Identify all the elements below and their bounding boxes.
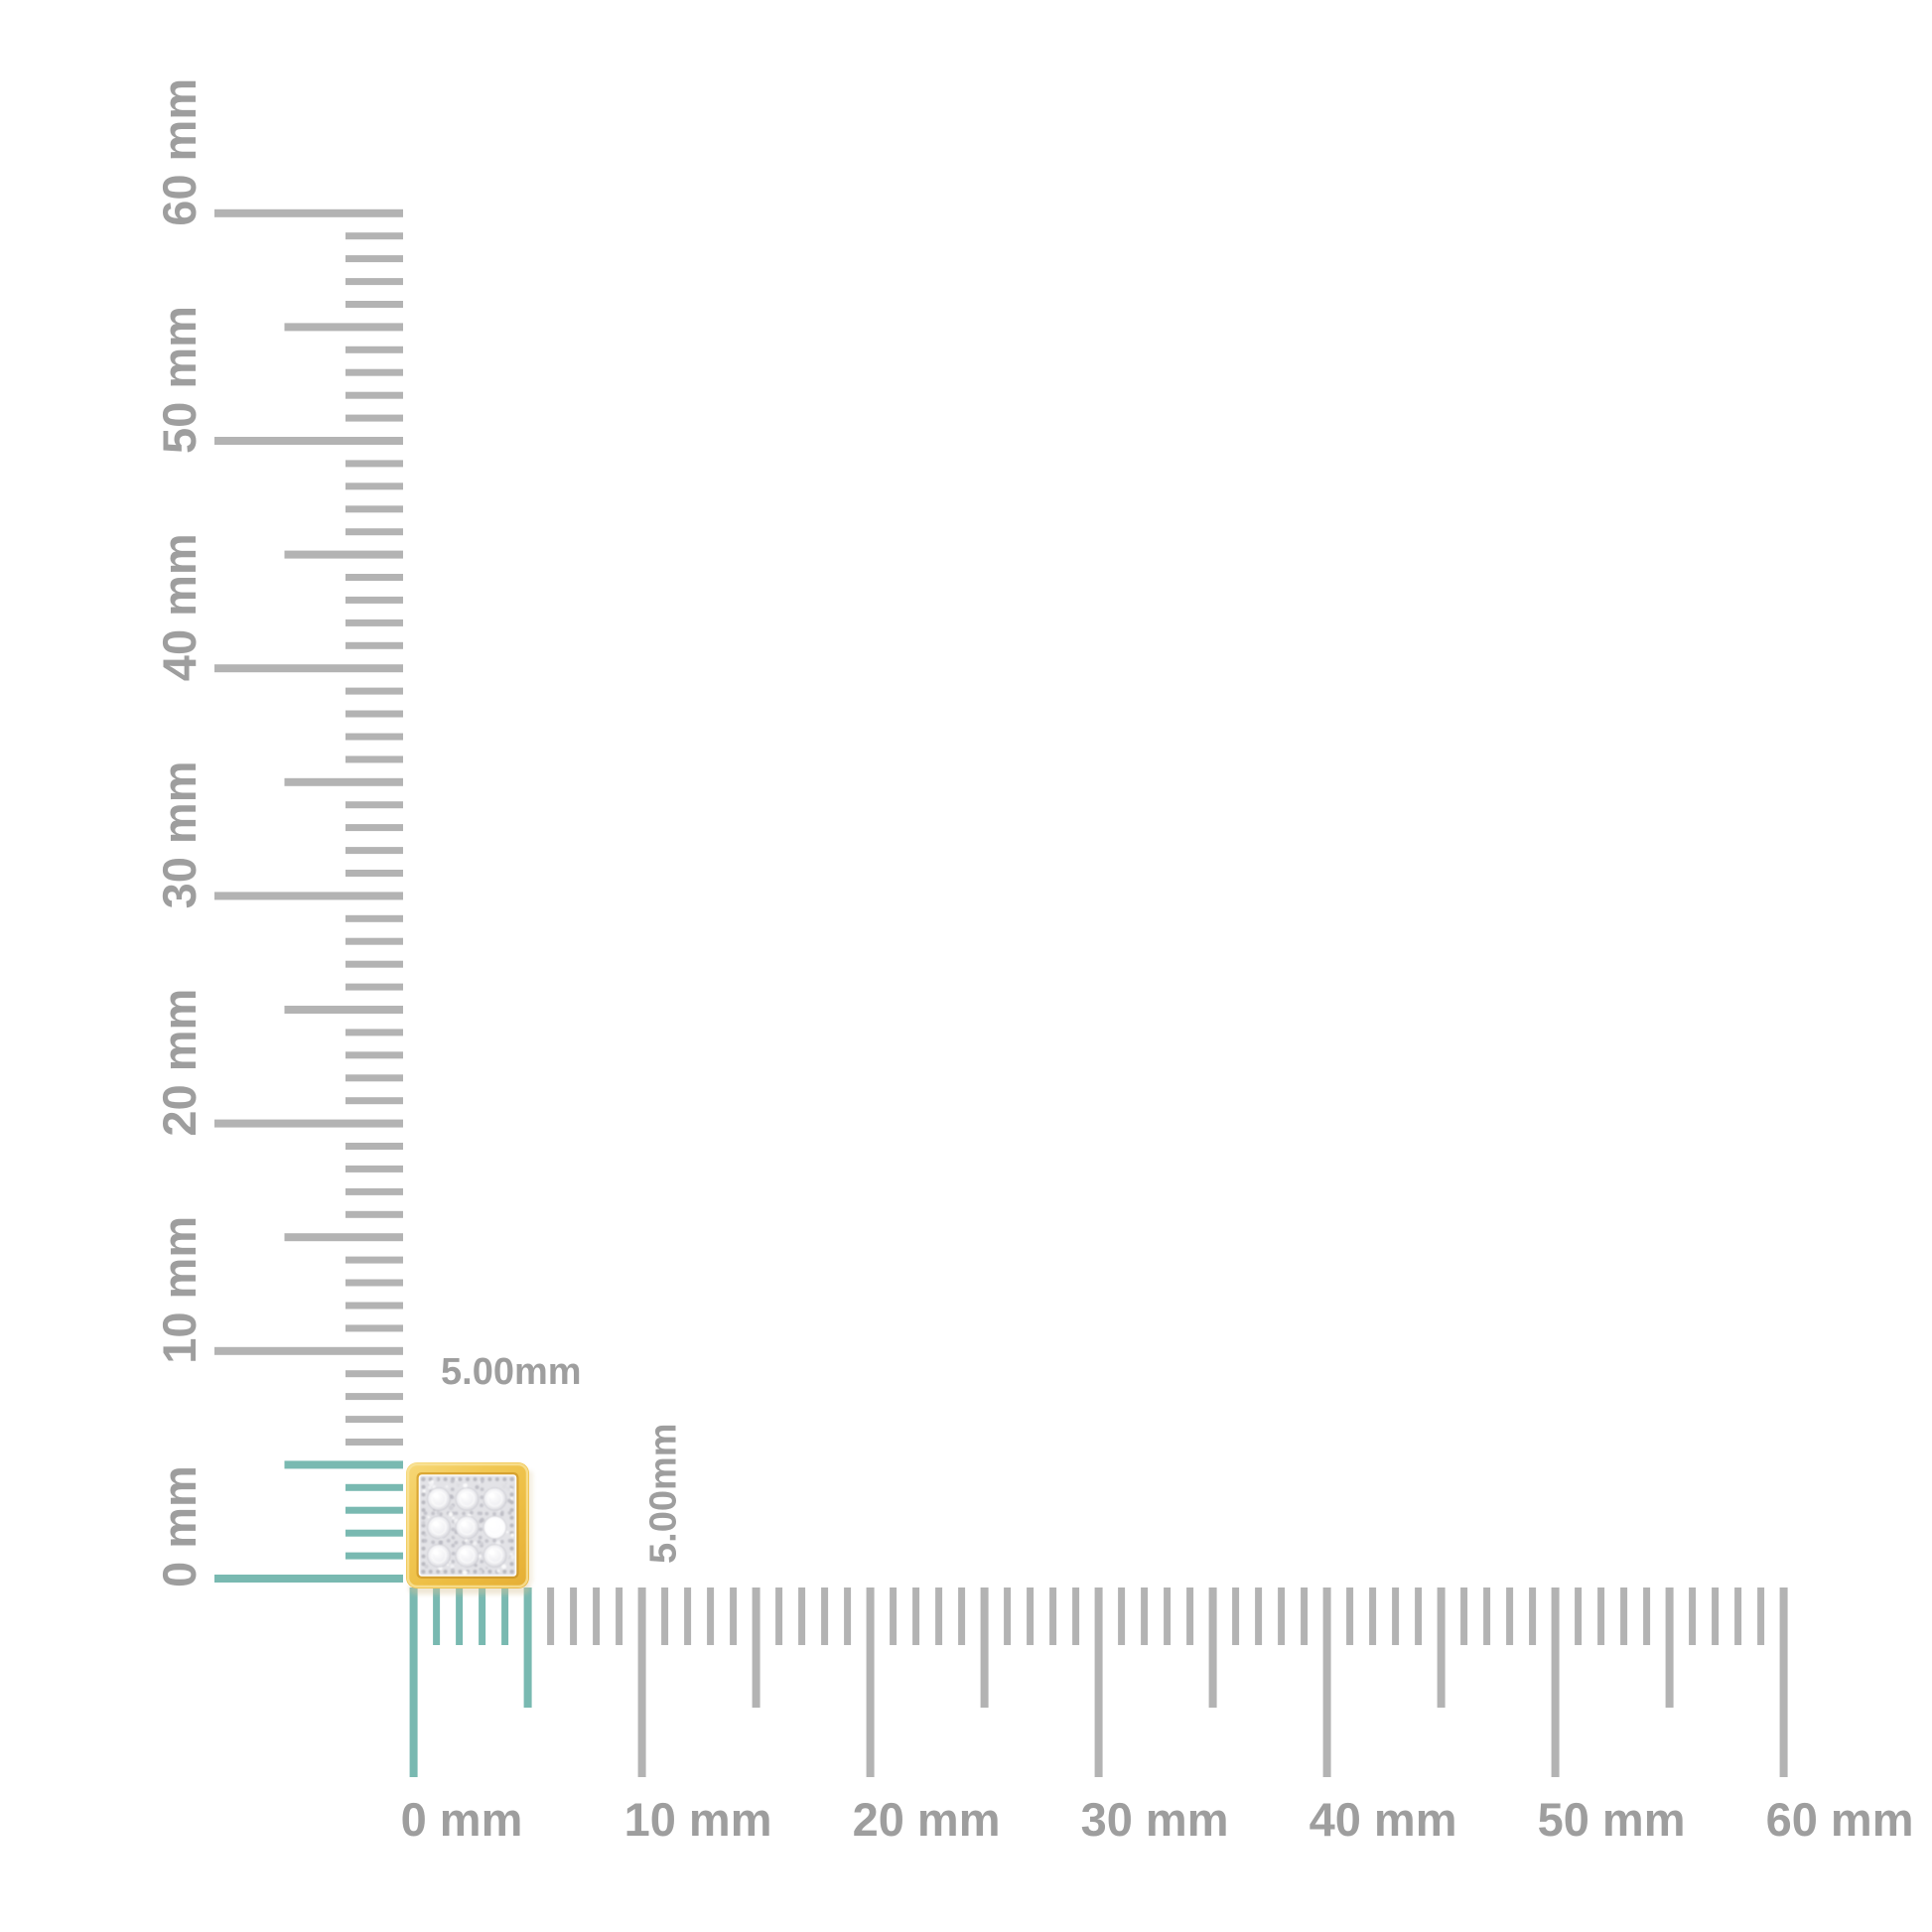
svg-text:30 mm: 30 mm — [1081, 1793, 1229, 1846]
svg-text:20 mm: 20 mm — [853, 1793, 1001, 1846]
svg-text:50 mm: 50 mm — [153, 306, 206, 454]
svg-text:40 mm: 40 mm — [1310, 1793, 1457, 1846]
svg-text:40 mm: 40 mm — [153, 533, 206, 681]
svg-text:50 mm: 50 mm — [1538, 1793, 1686, 1846]
svg-text:5.00mm: 5.00mm — [441, 1351, 582, 1393]
svg-text:10 mm: 10 mm — [153, 1216, 206, 1364]
svg-text:60 mm: 60 mm — [1766, 1793, 1914, 1846]
svg-text:0 mm: 0 mm — [153, 1465, 206, 1587]
svg-text:60 mm: 60 mm — [153, 78, 206, 226]
svg-text:20 mm: 20 mm — [153, 989, 206, 1137]
svg-text:30 mm: 30 mm — [153, 760, 206, 908]
svg-text:0 mm: 0 mm — [401, 1793, 523, 1846]
svg-text:10 mm: 10 mm — [624, 1793, 772, 1846]
svg-text:5.00mm: 5.00mm — [643, 1423, 685, 1564]
